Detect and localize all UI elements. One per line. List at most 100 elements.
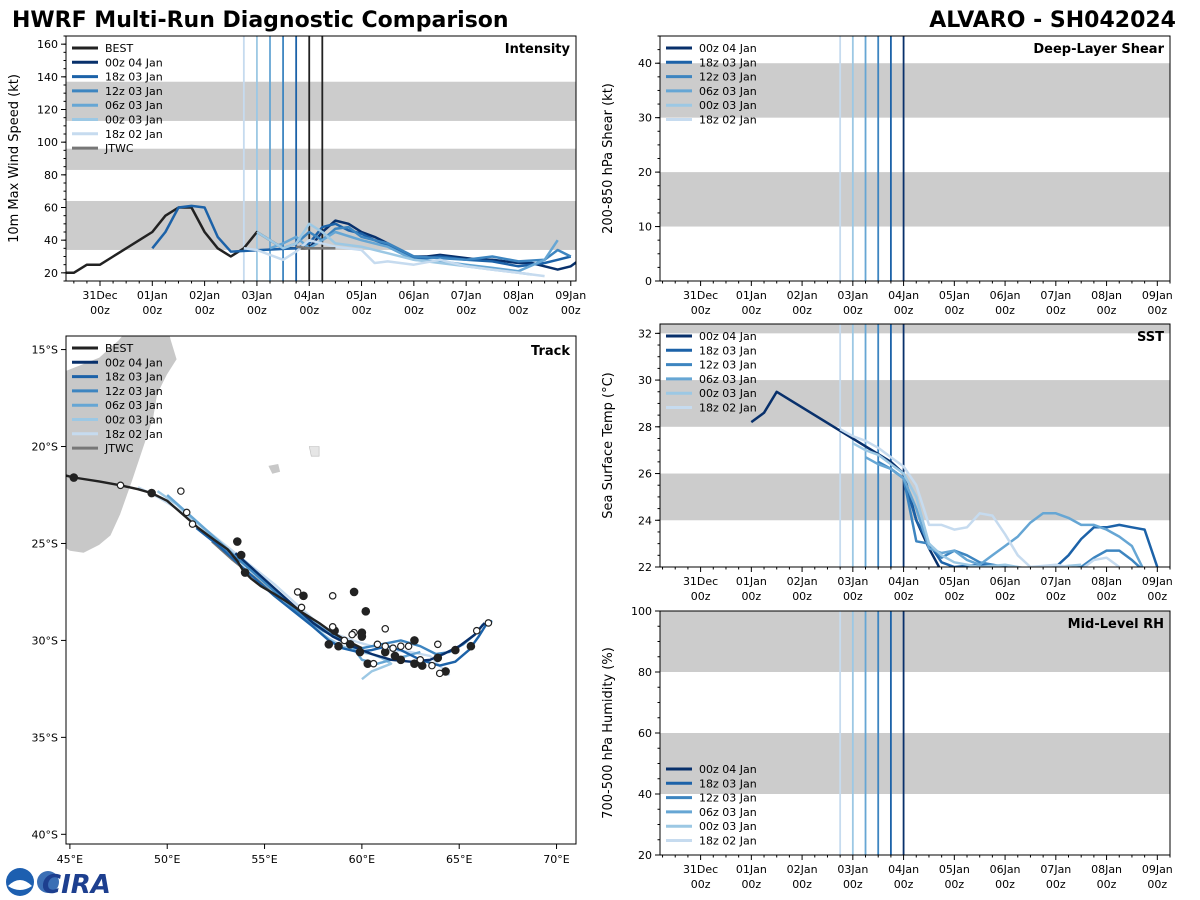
sst-ytick-label-2: 26 (638, 468, 652, 481)
shear-legend-label-0: 00z 04 Jan (699, 42, 757, 55)
rh-plot-area (660, 611, 1170, 855)
rh-ytick-label-4: 100 (631, 605, 652, 618)
intensity-xtick-label-1: 01Jan (137, 289, 168, 302)
track-point-open-2 (182, 508, 191, 517)
shear-xtick-label-8: 08Jan (1091, 289, 1122, 302)
sst-legend-label-1: 18z 03 Jan (699, 344, 757, 357)
shear-xtick-label-3: 03Jan (837, 289, 868, 302)
sst-legend-label-5: 18z 02 Jan (699, 402, 757, 415)
intensity-ytick-label-7: 160 (37, 38, 58, 51)
track-point-open-6 (328, 592, 337, 600)
track-point-open-23 (348, 630, 356, 639)
intensity-xtick-sublabel-4: 00z (299, 304, 319, 317)
sst-xtick-sublabel-6: 00z (995, 590, 1015, 603)
intensity-xtick-label-8: 08Jan (503, 289, 534, 302)
track-point-open-10 (373, 640, 382, 649)
rh-xtick-sublabel-4: 00z (894, 878, 914, 891)
rh-xtick-sublabel-3: 00z (843, 878, 863, 891)
intensity-ytick-label-1: 40 (44, 234, 58, 247)
rh-title: Mid-Level RH (1068, 617, 1164, 632)
track-xtick-label-0: 45°E (57, 853, 83, 866)
intensity-xtick-sublabel-1: 00z (142, 304, 162, 317)
rh-legend-label-1: 18z 03 Jan (699, 777, 757, 790)
sst-xtick-sublabel-5: 00z (944, 590, 964, 603)
sst-legend-label-2: 12z 03 Jan (699, 359, 757, 372)
mauritius-land (308, 446, 320, 457)
sst-series-5 (839, 428, 1121, 567)
track-point-filled-10 (334, 641, 343, 651)
shear-xtick-sublabel-7: 00z (1046, 304, 1066, 317)
intensity-series-7 (296, 245, 336, 250)
rh-panel: 20 40 60 80 100 31Dec 00z 01Jan 00z 02Jan 00z 03Jan… (601, 605, 1173, 891)
intensity-xtick-label-3: 03Jan (241, 289, 272, 302)
intensity-xtick-label-0: 31Dec (82, 289, 117, 302)
rh-xtick-sublabel-5: 00z (944, 878, 964, 891)
track-point-open-0 (116, 481, 125, 490)
track-legend-label-7: JTWC (104, 442, 134, 455)
sst-xtick-sublabel-7: 00z (1046, 590, 1066, 603)
shear-xtick-sublabel-3: 00z (843, 304, 863, 317)
track-ytick-label-5: 40°S (32, 828, 58, 841)
track-point-filled-17 (390, 651, 400, 661)
cira-logo-text: CIRA (42, 870, 111, 900)
track-point-open-5 (297, 603, 306, 612)
shear-panel: 0 10 20 30 40 31Dec 00z 01Jan 00z 02Jan 00z 03Jan 00… (601, 35, 1173, 317)
sst-legend-label-3: 06z 03 Jan (699, 373, 757, 386)
rh-ytick-label-1: 40 (638, 788, 652, 801)
shear-ytick-label-3: 30 (638, 112, 652, 125)
sst-title: SST (1137, 330, 1164, 345)
shear-title: Deep-Layer Shear (1033, 42, 1164, 57)
track-point-open-12 (389, 644, 397, 652)
track-point-open-8 (340, 636, 349, 645)
sst-xtick-sublabel-3: 00z (843, 590, 863, 603)
sst-xtick-sublabel-0: 00z (691, 590, 711, 603)
track-point-open-20 (484, 619, 493, 627)
track-series-4 (166, 494, 421, 665)
intensity-xtick-sublabel-8: 00z (509, 304, 529, 317)
sst-xtick-label-1: 01Jan (736, 575, 767, 588)
sst-xtick-label-0: 31Dec (683, 575, 718, 588)
track-point-filled-18 (396, 655, 406, 665)
sst-panel: 22 24 26 28 30 32 31Dec 00z 01Jan 00z 02Jan 00z 03Ja… (601, 323, 1173, 603)
intensity-legend-label-1: 00z 04 Jan (105, 56, 163, 69)
track-xtick-label-5: 70°E (543, 853, 569, 866)
intensity-xtick-label-7: 07Jan (451, 289, 482, 302)
track-point-open-7 (328, 623, 337, 631)
sst-ytick-label-5: 32 (638, 327, 652, 340)
sst-xtick-label-2: 02Jan (787, 575, 818, 588)
rh-xtick-sublabel-0: 00z (691, 878, 711, 891)
intensity-band-1 (66, 148, 576, 170)
intensity-series-2 (151, 204, 572, 268)
sst-xtick-sublabel-1: 00z (741, 590, 761, 603)
figure-title: HWRF Multi-Run Diagnostic Comparison (12, 8, 509, 33)
rh-xtick-label-6: 06Jan (990, 863, 1021, 876)
track-point-filled-25 (466, 641, 476, 651)
intensity-ytick-label-3: 80 (44, 169, 58, 182)
shear-xtick-sublabel-6: 00z (995, 304, 1015, 317)
sst-xtick-label-9: 09Jan (1142, 575, 1173, 588)
shear-xtick-sublabel-8: 00z (1097, 304, 1117, 317)
intensity-ytick-label-2: 60 (44, 202, 58, 215)
rh-band-1 (660, 611, 1170, 672)
shear-xtick-sublabel-9: 00z (1147, 304, 1167, 317)
shear-ylabel: 200-850 hPa Shear (kt) (601, 83, 616, 234)
rh-xtick-label-8: 08Jan (1091, 863, 1122, 876)
intensity-legend-label-5: 00z 03 Jan (105, 114, 163, 127)
sst-frame (659, 323, 1171, 568)
shear-legend-label-5: 18z 02 Jan (699, 114, 757, 127)
track-xtick-label-4: 65°E (446, 853, 472, 866)
track-legend-label-5: 00z 03 Jan (105, 414, 163, 427)
track-point-filled-5 (299, 591, 308, 601)
shear-xtick-sublabel-1: 00z (741, 304, 761, 317)
intensity-ytick-label-4: 100 (37, 136, 58, 149)
sst-ytick-label-1: 24 (638, 514, 652, 527)
track-point-open-16 (428, 661, 436, 670)
intensity-plot-area (66, 36, 576, 281)
rh-ylabel: 700-500 hPa Humidity (%) (601, 647, 616, 819)
shear-legend-label-4: 00z 03 Jan (699, 99, 757, 112)
sst-series-4 (852, 442, 1082, 567)
track-frame (65, 335, 577, 845)
track-point-open-3 (188, 520, 197, 528)
intensity-legend-label-6: 18z 02 Jan (105, 128, 163, 141)
rh-xtick-label-9: 09Jan (1142, 863, 1173, 876)
